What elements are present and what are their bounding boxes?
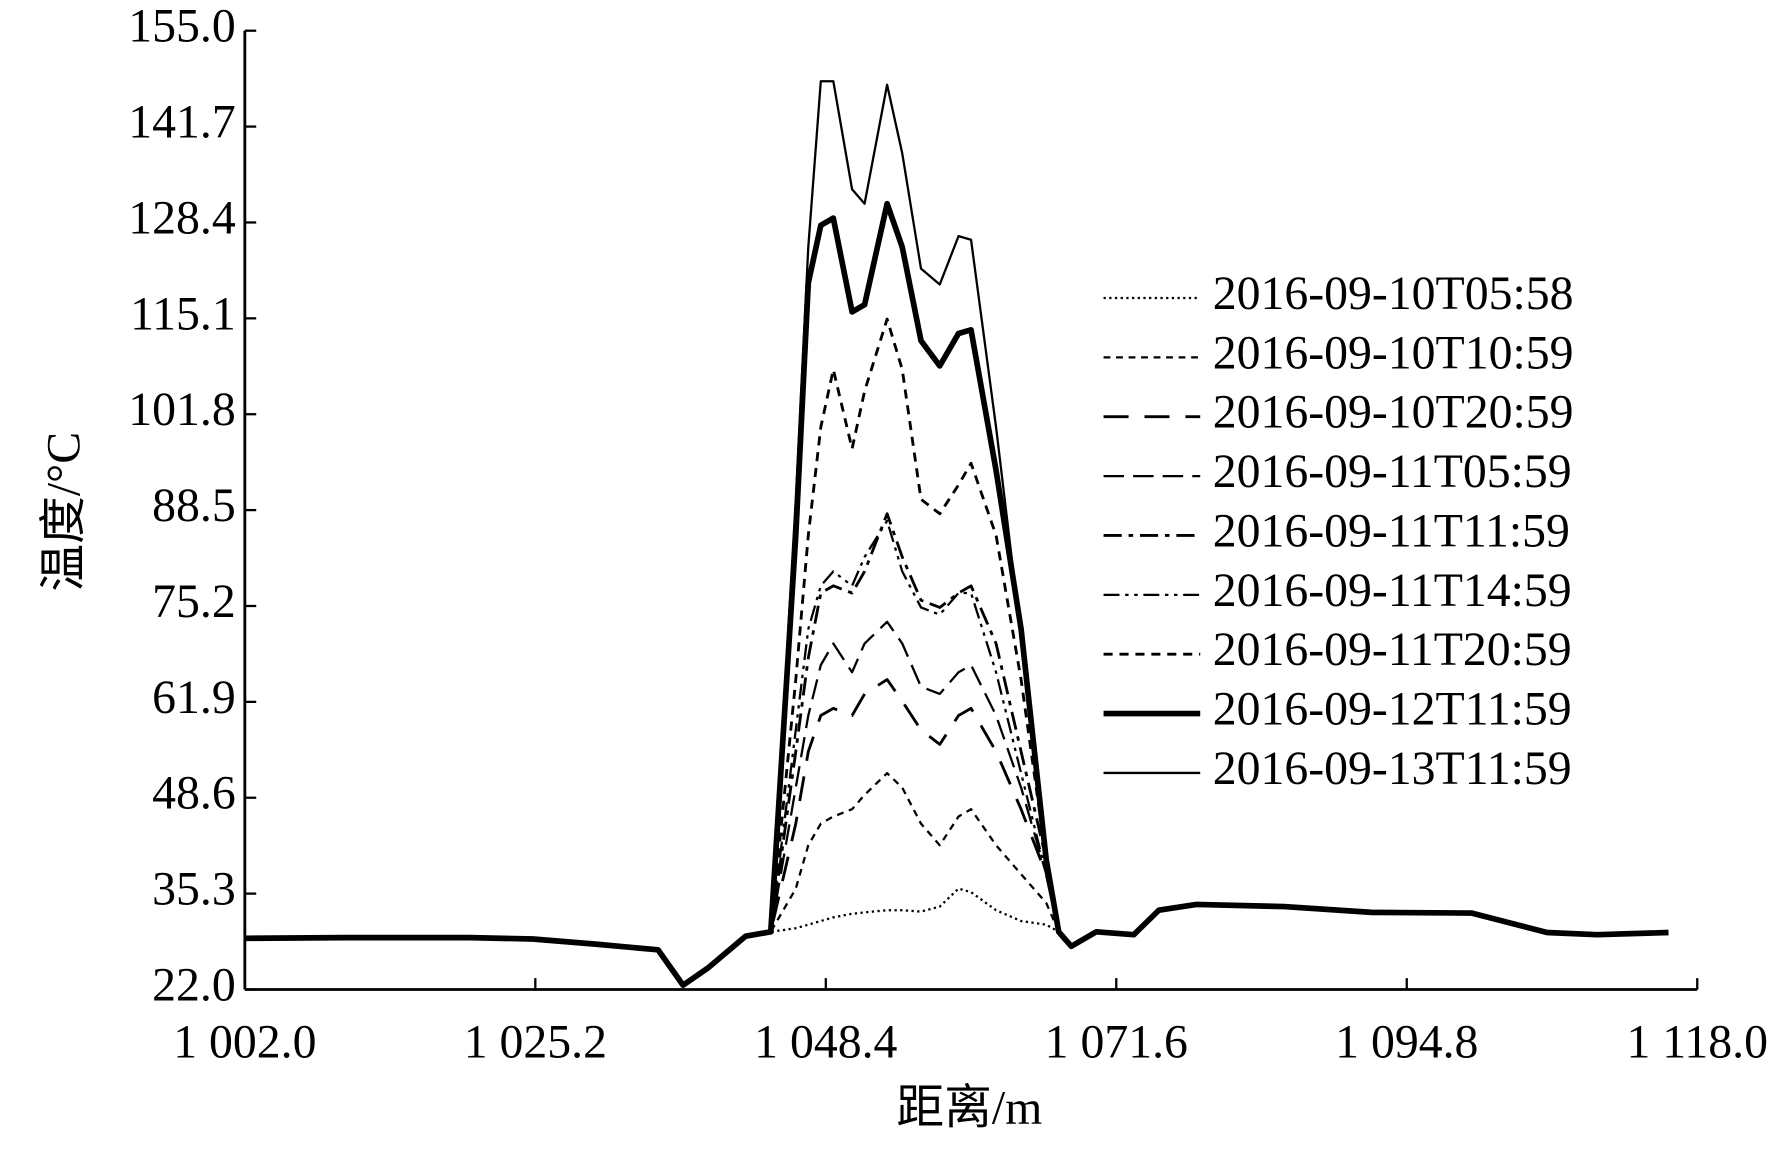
legend-label: 2016-09-11T20:59 (1213, 623, 1572, 676)
x-tick-label: 1 025.2 (464, 1015, 607, 1068)
legend-label: 2016-09-10T10:59 (1213, 326, 1574, 379)
y-tick-label: 88.5 (152, 479, 236, 532)
y-tick-label: 141.7 (128, 96, 235, 149)
legend-label: 2016-09-10T05:58 (1213, 267, 1574, 320)
x-tick-label: 1 118.0 (1627, 1015, 1768, 1068)
y-tick-label: 75.2 (152, 575, 236, 628)
y-tick-label: 101.8 (128, 383, 235, 436)
x-tick-label: 1 094.8 (1335, 1015, 1478, 1068)
legend-label: 2016-09-11T11:59 (1213, 504, 1570, 557)
legend-label: 2016-09-13T11:59 (1213, 742, 1572, 795)
y-tick-label: 48.6 (152, 767, 236, 820)
y-tick-label: 22.0 (152, 958, 236, 1011)
x-axis-label: 距离/m (896, 1081, 1042, 1134)
x-tick-label: 1 048.4 (754, 1015, 897, 1068)
y-axis-label: 温度/°C (38, 432, 91, 592)
series-line (244, 772, 1669, 987)
y-tick-label: 61.9 (152, 671, 236, 724)
series-line (244, 620, 1669, 987)
legend-label: 2016-09-11T14:59 (1213, 564, 1572, 617)
y-tick-label: 115.1 (130, 287, 236, 340)
series-line (244, 512, 1669, 987)
legend-label: 2016-09-11T05:59 (1213, 445, 1572, 498)
legend-label: 2016-09-12T11:59 (1213, 683, 1572, 736)
legend-label: 2016-09-10T20:59 (1213, 386, 1574, 439)
x-tick-label: 1 002.0 (173, 1015, 316, 1068)
x-tick-label: 1 071.6 (1045, 1015, 1188, 1068)
series-line (244, 519, 1669, 987)
y-tick-label: 128.4 (128, 191, 236, 244)
y-tick-label: 35.3 (152, 863, 236, 916)
y-tick-label: 155.0 (128, 0, 235, 53)
series-line (244, 80, 1669, 987)
